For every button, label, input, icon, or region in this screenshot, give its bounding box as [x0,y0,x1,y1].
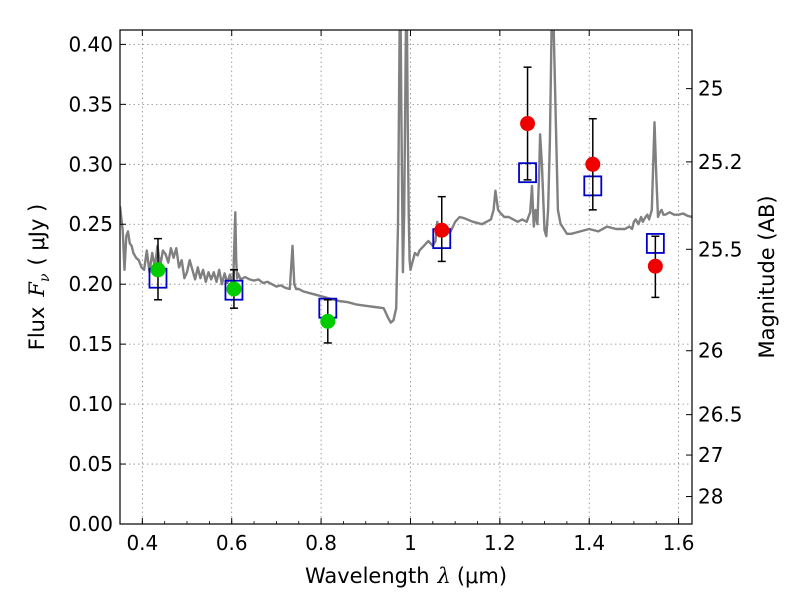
right-tick-label: 25.5 [698,237,743,261]
x-tick-label: 0.8 [305,531,337,555]
right-tick-label: 26.5 [698,403,743,427]
x-tick-label: 0.4 [126,531,158,555]
x-axis-label-symbol: λ [437,564,451,588]
y-tick-label: 0.35 [68,92,113,116]
right-axis-label: Magnitude (AB) [755,195,779,358]
x-tick-label: 1.4 [573,531,605,555]
y-tick-label: 0.40 [68,32,113,56]
y-tick-label: 0.25 [68,212,113,236]
right-tick-label: 25 [698,77,723,101]
y-axis-label-unit: ( μJy ) [25,204,49,266]
y-tick-label: 0.05 [68,452,113,476]
y-axis-label-prefix: Flux [25,307,49,351]
x-axis-label-unit: (μm) [457,564,507,588]
red-data-point [520,116,536,132]
y-axis-label-symbol: F [25,281,49,298]
red-data-point [647,258,663,274]
red-data-point [434,222,450,238]
x-axis-label-text: Wavelength [305,564,430,588]
x-tick-label: 1.6 [663,531,695,555]
y-tick-label: 0.30 [68,152,113,176]
y-tick-label: 0.20 [68,272,113,296]
spectrum-layer [120,30,692,324]
y-tick-label: 0.15 [68,332,113,356]
right-tick-label: 26 [698,339,723,363]
y-axis-label-subscript: ν [37,273,53,282]
y-tick-label: 0.10 [68,392,113,416]
data-points-layer [148,66,665,344]
red-data-point [585,156,601,172]
right-tick-label: 25.2 [698,150,743,174]
y-tick-label: 0.00 [68,512,113,536]
x-tick-label: 0.6 [216,531,248,555]
x-axis-label: Wavelength λ (μm) [305,564,507,588]
plot-frame [119,29,693,525]
right-tick-label: 27 [698,443,723,467]
y-axis-label: Flux Fν ( μJy ) [25,204,53,350]
green-data-point [150,262,166,278]
right-tick-label: 28 [698,485,723,509]
axis-ticks: 0.4 0.6 0.8 1 1.2 1.4 1.6 0.00 0.05 0.10 0.15 0.20 0… [68,30,743,555]
x-tick-label: 1 [404,531,417,555]
spectrum-line [120,30,692,324]
x-tick-label: 1.2 [484,531,516,555]
green-data-point [226,281,242,297]
green-data-point [320,313,336,329]
